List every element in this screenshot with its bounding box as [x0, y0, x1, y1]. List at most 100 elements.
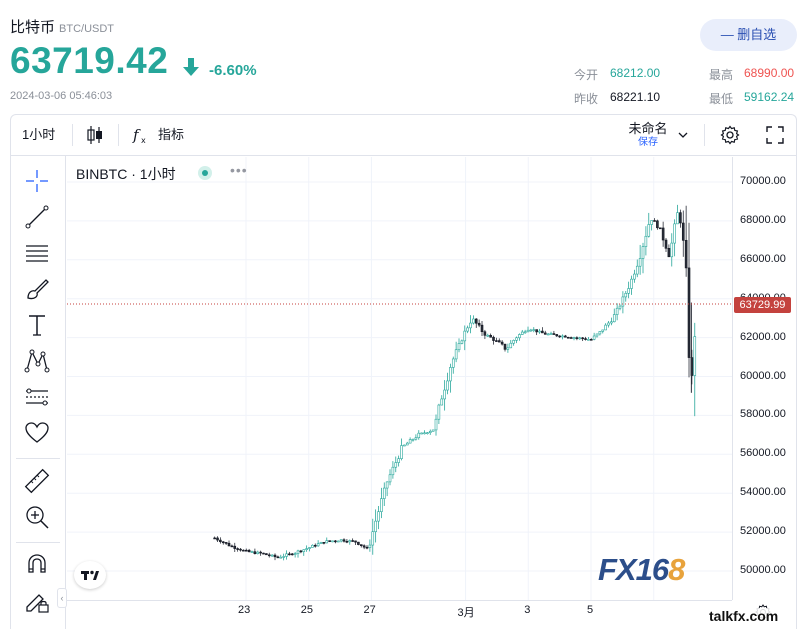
candle-body	[311, 544, 314, 548]
candle-body	[681, 222, 685, 241]
svg-text:f: f	[132, 126, 141, 144]
candle-body	[313, 544, 317, 547]
interval-selector[interactable]: 1小时	[22, 127, 56, 142]
candle-body	[365, 546, 369, 549]
candle-body	[265, 553, 268, 556]
price-tick-label: 66000.00	[740, 252, 786, 265]
zoom-in-icon[interactable]	[24, 504, 50, 530]
save-label: 保存	[638, 137, 658, 148]
candle-body	[641, 246, 645, 259]
candle-body	[400, 445, 403, 459]
candle-body	[658, 227, 662, 230]
fullscreen-icon[interactable]	[766, 126, 784, 144]
ruler-icon[interactable]	[24, 468, 50, 494]
candle-body	[673, 223, 676, 244]
pattern-icon[interactable]	[24, 348, 50, 374]
layout-name: 未命名	[628, 121, 668, 136]
candle-body	[615, 307, 619, 315]
collapse-toolbar-button[interactable]: ‹	[57, 588, 67, 608]
candle-body	[676, 212, 679, 225]
candle-body	[296, 550, 300, 554]
time-tick-label: 23	[238, 604, 251, 616]
price-tick-label: 60000.00	[740, 369, 786, 382]
price-tick-label: 62000.00	[740, 330, 786, 343]
svg-text:x: x	[141, 136, 146, 144]
candle-body	[434, 418, 438, 431]
candle-body	[336, 540, 340, 543]
candle-body	[328, 540, 331, 542]
candle-body	[483, 331, 487, 336]
candle-body	[276, 556, 280, 559]
price-tick-label: 68000.00	[740, 213, 786, 226]
more-options-icon[interactable]: •••	[230, 162, 248, 178]
fx168-watermark: FX168	[598, 552, 685, 587]
quote-timestamp: 2024-03-06 05:46:03	[10, 90, 113, 102]
candle-body	[670, 242, 674, 258]
candle-body	[288, 553, 291, 556]
candle-body	[460, 340, 464, 344]
gear-icon[interactable]	[720, 125, 740, 145]
trend-line-icon[interactable]	[24, 204, 50, 230]
candle-body	[426, 432, 429, 434]
candle-body	[552, 333, 556, 335]
stat-high-label: 最高	[709, 68, 734, 82]
stat-prev-close: 昨收 68221.10	[574, 90, 694, 106]
price-chart[interactable]	[67, 157, 732, 600]
candle-body	[486, 334, 490, 337]
crosshair-icon[interactable]	[24, 168, 50, 194]
tv-logo-icon	[81, 570, 99, 580]
candle-body	[589, 338, 593, 341]
candle-body	[345, 540, 349, 543]
layout-name-button[interactable]: 未命名 保存	[622, 121, 674, 151]
horizontal-lines-icon[interactable]	[24, 240, 50, 266]
brush-icon[interactable]	[24, 276, 50, 302]
function-icon[interactable]: f x	[132, 126, 150, 144]
candle-body	[621, 296, 625, 307]
candle-body	[543, 332, 547, 335]
candle-body	[529, 329, 533, 332]
tradingview-logo[interactable]	[74, 561, 106, 589]
heart-icon[interactable]	[24, 420, 50, 446]
candle-body	[610, 321, 613, 324]
candle-body	[612, 314, 616, 323]
candle-body	[457, 343, 461, 351]
candle-body	[630, 278, 633, 289]
candle-body	[572, 337, 576, 339]
candle-body	[437, 404, 441, 420]
candle-body	[440, 398, 444, 406]
candle-body	[509, 342, 513, 349]
candle-body	[290, 553, 294, 556]
candle-body	[598, 331, 602, 335]
prediction-icon[interactable]	[24, 384, 50, 410]
price-tick-label: 54000.00	[740, 486, 786, 499]
candle-body	[417, 432, 421, 439]
magnet-icon[interactable]	[24, 552, 50, 578]
candle-body	[285, 553, 288, 557]
candle-body	[656, 220, 659, 229]
candle-body	[279, 556, 283, 559]
candle-body	[428, 430, 432, 433]
lock-drawing-icon[interactable]	[24, 588, 50, 614]
text-icon[interactable]	[24, 312, 50, 338]
candle-body	[535, 329, 538, 333]
candle-body	[618, 305, 622, 309]
remove-favorite-button[interactable]: — 删自选	[700, 19, 797, 51]
candle-body	[325, 540, 329, 544]
candle-body	[351, 540, 354, 542]
chevron-down-icon[interactable]	[678, 130, 688, 140]
price-axis[interactable]	[732, 157, 797, 600]
candle-body	[420, 432, 423, 435]
candle-body	[385, 481, 389, 489]
candle-body	[532, 329, 536, 331]
candle-body	[512, 340, 515, 344]
candle-body	[607, 322, 610, 326]
price-tick-label: 58000.00	[740, 408, 786, 421]
candle-body	[546, 333, 550, 336]
candle-body	[354, 540, 357, 543]
candle-body	[219, 539, 222, 543]
candle-body	[431, 429, 435, 432]
candle-body	[388, 474, 392, 483]
candle-style-icon[interactable]	[86, 125, 104, 145]
indicators-button[interactable]: 指标	[158, 127, 185, 142]
candle-body	[414, 437, 418, 440]
